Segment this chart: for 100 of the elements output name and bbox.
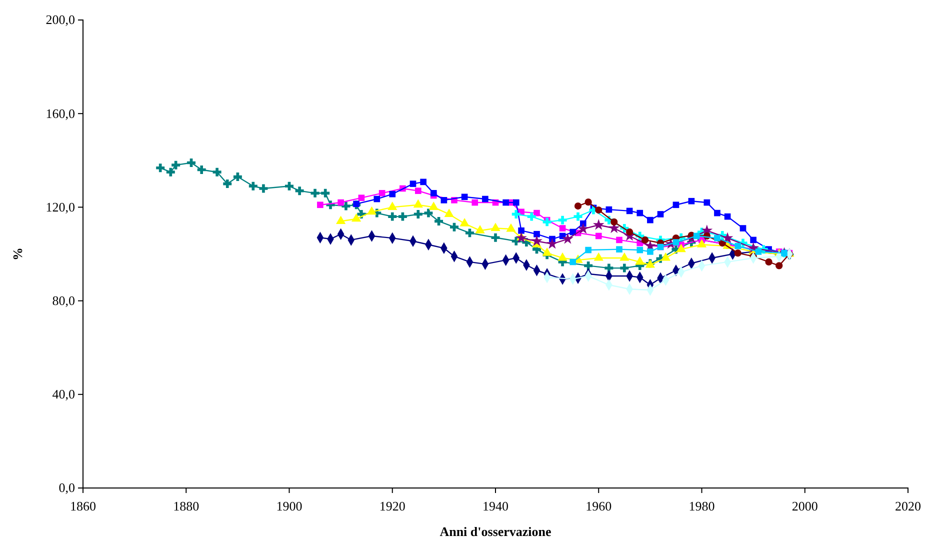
point bbox=[755, 248, 762, 255]
point bbox=[722, 232, 734, 243]
point bbox=[398, 212, 407, 221]
y-tick-label: 120,0 bbox=[46, 199, 75, 214]
point bbox=[657, 211, 664, 218]
y-tick-label: 40,0 bbox=[52, 386, 75, 402]
point bbox=[358, 194, 365, 202]
point bbox=[295, 186, 304, 196]
point bbox=[434, 216, 444, 226]
point bbox=[734, 250, 742, 257]
point bbox=[223, 180, 232, 188]
point bbox=[776, 262, 783, 270]
point bbox=[595, 206, 602, 214]
point bbox=[714, 234, 720, 242]
point bbox=[584, 198, 592, 206]
point bbox=[546, 238, 558, 249]
point bbox=[450, 222, 458, 232]
point bbox=[574, 202, 582, 210]
x-tick-label: 1940 bbox=[482, 498, 508, 514]
point bbox=[585, 246, 592, 254]
x-tick-label: 1880 bbox=[173, 498, 200, 514]
point bbox=[542, 248, 552, 256]
point bbox=[558, 216, 567, 224]
y-tick-label: 0,0 bbox=[58, 480, 75, 496]
point bbox=[366, 206, 377, 215]
point bbox=[518, 227, 524, 234]
point bbox=[378, 190, 386, 196]
point bbox=[428, 202, 438, 210]
point bbox=[310, 188, 320, 198]
point bbox=[542, 218, 552, 226]
point bbox=[616, 236, 622, 244]
x-axis-title: Anni d'osservazione bbox=[440, 524, 552, 539]
point bbox=[336, 216, 346, 224]
point bbox=[460, 218, 470, 226]
point bbox=[490, 222, 500, 232]
point bbox=[506, 223, 516, 232]
point bbox=[696, 239, 707, 248]
point bbox=[317, 202, 324, 208]
point bbox=[424, 208, 433, 218]
point bbox=[616, 246, 622, 252]
point bbox=[248, 182, 258, 190]
point bbox=[606, 206, 612, 213]
point bbox=[502, 199, 509, 206]
point bbox=[641, 236, 649, 244]
x-tick-label: 2000 bbox=[792, 498, 818, 514]
point bbox=[693, 232, 700, 240]
point bbox=[166, 168, 175, 176]
point bbox=[635, 256, 645, 265]
point bbox=[672, 239, 680, 246]
point bbox=[475, 225, 485, 234]
x-tick-label: 1960 bbox=[586, 498, 612, 514]
point bbox=[765, 258, 772, 266]
point bbox=[724, 213, 731, 220]
point bbox=[197, 166, 206, 174]
point bbox=[636, 246, 644, 254]
point bbox=[512, 199, 520, 206]
point bbox=[388, 212, 397, 221]
point bbox=[374, 196, 380, 202]
point bbox=[559, 225, 566, 232]
point bbox=[482, 196, 488, 202]
point bbox=[233, 172, 242, 182]
point bbox=[338, 199, 344, 206]
point bbox=[704, 199, 710, 206]
point bbox=[610, 218, 618, 226]
point bbox=[321, 188, 330, 198]
point bbox=[660, 252, 670, 261]
point bbox=[592, 219, 604, 230]
point bbox=[534, 230, 540, 238]
point bbox=[595, 232, 602, 240]
point bbox=[410, 180, 416, 187]
x-tick-label: 1860 bbox=[70, 498, 96, 514]
y-tick-label: 160,0 bbox=[46, 106, 75, 121]
point bbox=[672, 202, 680, 208]
point bbox=[430, 190, 437, 196]
point bbox=[574, 212, 582, 221]
point bbox=[414, 188, 422, 194]
point bbox=[750, 236, 756, 244]
x-tick-label: 2020 bbox=[895, 498, 921, 514]
point bbox=[570, 258, 576, 266]
point bbox=[440, 197, 448, 204]
point bbox=[688, 198, 695, 204]
point bbox=[534, 210, 540, 216]
point bbox=[516, 232, 527, 243]
point bbox=[594, 252, 604, 261]
point bbox=[620, 252, 630, 261]
point bbox=[472, 199, 478, 206]
point bbox=[558, 252, 568, 261]
point bbox=[562, 233, 574, 244]
y-axis-title: % bbox=[10, 248, 25, 260]
point bbox=[491, 233, 500, 242]
point bbox=[413, 199, 423, 208]
point bbox=[676, 244, 686, 252]
point bbox=[734, 242, 742, 250]
point bbox=[647, 216, 654, 224]
point bbox=[577, 222, 589, 234]
point bbox=[626, 228, 634, 236]
point bbox=[414, 210, 422, 218]
point bbox=[342, 202, 350, 210]
x-tick-label: 1900 bbox=[276, 498, 302, 514]
point bbox=[444, 208, 454, 217]
